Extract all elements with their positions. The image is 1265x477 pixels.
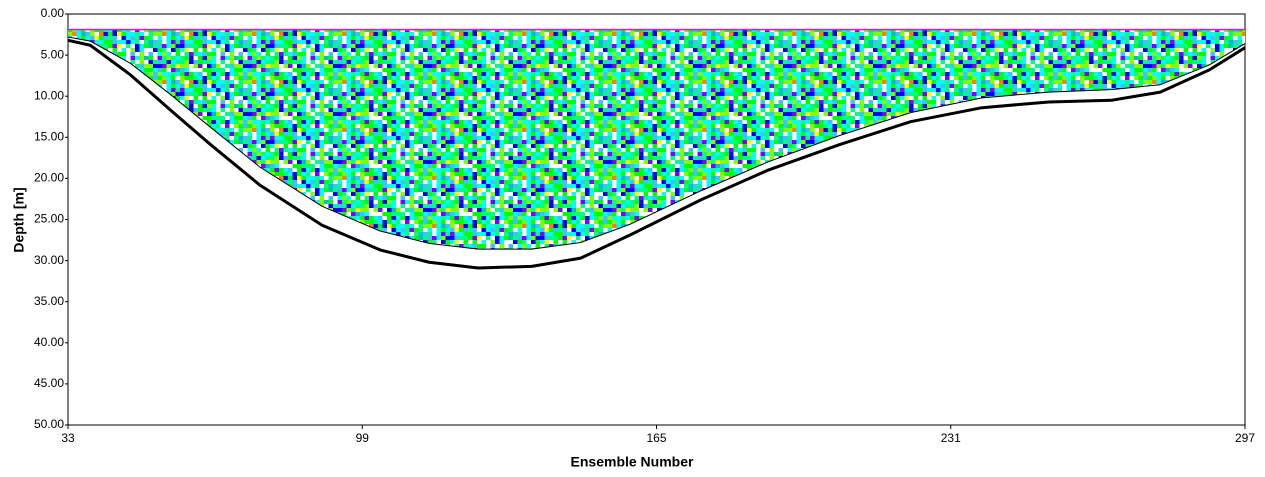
- depth-line: [67, 38, 1246, 270]
- y-tick-label: 25.00: [34, 212, 64, 226]
- y-tick-label: 20.00: [34, 171, 64, 185]
- y-tick-label: 5.00: [41, 47, 65, 61]
- velocity-cells: [68, 29, 1245, 250]
- depth-line: [67, 36, 1246, 250]
- y-tick-label: 45.00: [34, 376, 64, 390]
- x-tick-label: 33: [61, 431, 75, 445]
- x-tick-label: 297: [1235, 431, 1255, 445]
- x-tick-label: 165: [646, 431, 666, 445]
- x-axis-title: Ensemble Number: [571, 454, 694, 470]
- y-tick-label: 15.00: [34, 129, 64, 143]
- y-tick-label: 0.00: [41, 6, 65, 20]
- y-tick-label: 30.00: [34, 253, 64, 267]
- y-tick-label: 50.00: [34, 417, 64, 431]
- y-tick-label: 35.00: [34, 294, 64, 308]
- y-tick-label: 10.00: [34, 88, 64, 102]
- x-tick-label: 99: [356, 431, 370, 445]
- y-tick-label: 40.00: [34, 335, 64, 349]
- x-tick-label: 231: [941, 431, 961, 445]
- y-axis-title: Depth [m]: [11, 187, 27, 252]
